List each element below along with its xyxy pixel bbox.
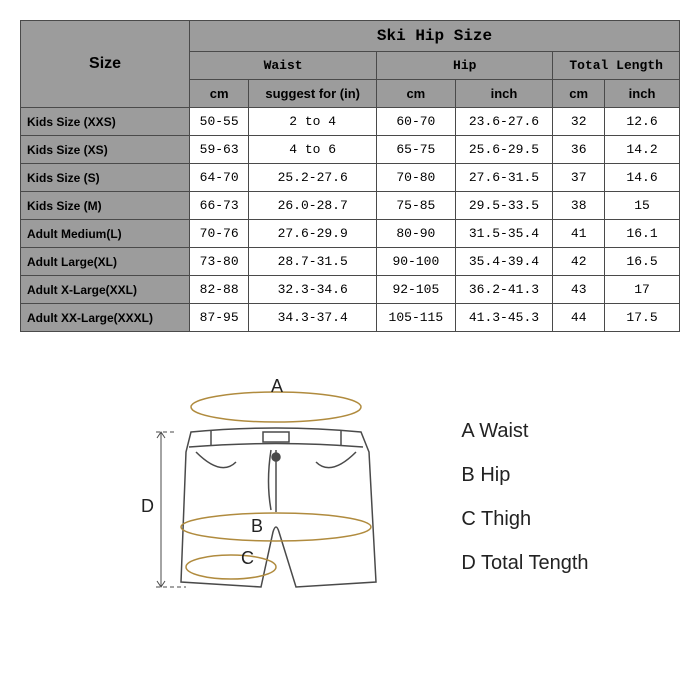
- cell-waist-cm: 82-88: [190, 276, 249, 304]
- table-row: Kids Size (S)64-7025.2-27.670-8027.6-31.…: [21, 164, 680, 192]
- svg-text:D: D: [141, 496, 154, 516]
- cell-hip-cm: 92-105: [377, 276, 455, 304]
- cell-waist-suggest: 34.3-37.4: [249, 304, 377, 332]
- cell-waist-suggest: 2 to 4: [249, 108, 377, 136]
- legend-b: B Hip: [461, 453, 588, 497]
- col-total-inch: inch: [605, 80, 680, 108]
- cell-total-cm: 43: [553, 276, 605, 304]
- table-row: Adult XX-Large(XXXL)87-9534.3-37.4105-11…: [21, 304, 680, 332]
- cell-hip-cm: 105-115: [377, 304, 455, 332]
- cell-size: Kids Size (S): [21, 164, 190, 192]
- cell-hip-cm: 80-90: [377, 220, 455, 248]
- col-waist-cm: cm: [190, 80, 249, 108]
- group-waist: Waist: [190, 52, 377, 80]
- col-waist-suggest: suggest for (in): [249, 80, 377, 108]
- table-row: Adult Medium(L)70-7627.6-29.980-9031.5-3…: [21, 220, 680, 248]
- cell-waist-suggest: 32.3-34.6: [249, 276, 377, 304]
- cell-hip-inch: 27.6-31.5: [455, 164, 553, 192]
- col-hip-inch: inch: [455, 80, 553, 108]
- cell-total-inch: 15: [605, 192, 680, 220]
- diagram-area: A D B C: [20, 372, 680, 622]
- size-header: Size: [21, 21, 190, 108]
- cell-total-inch: 17: [605, 276, 680, 304]
- table-row: Kids Size (XS)59-634 to 665-7525.6-29.53…: [21, 136, 680, 164]
- cell-size: Kids Size (XXS): [21, 108, 190, 136]
- cell-hip-inch: 36.2-41.3: [455, 276, 553, 304]
- cell-size: Adult Medium(L): [21, 220, 190, 248]
- cell-total-inch: 14.6: [605, 164, 680, 192]
- cell-waist-suggest: 28.7-31.5: [249, 248, 377, 276]
- diagram-legend: A Waist B Hip C Thigh D Total Tength: [461, 409, 588, 585]
- cell-size: Adult XX-Large(XXXL): [21, 304, 190, 332]
- cell-total-cm: 44: [553, 304, 605, 332]
- table-title: Ski Hip Size: [190, 21, 680, 52]
- legend-a: A Waist: [461, 409, 588, 453]
- col-total-cm: cm: [553, 80, 605, 108]
- col-hip-cm: cm: [377, 80, 455, 108]
- cell-waist-suggest: 27.6-29.9: [249, 220, 377, 248]
- cell-total-inch: 12.6: [605, 108, 680, 136]
- cell-total-inch: 17.5: [605, 304, 680, 332]
- cell-total-inch: 16.1: [605, 220, 680, 248]
- cell-size: Adult Large(XL): [21, 248, 190, 276]
- svg-text:B: B: [251, 516, 263, 536]
- cell-hip-inch: 25.6-29.5: [455, 136, 553, 164]
- cell-total-cm: 42: [553, 248, 605, 276]
- svg-text:C: C: [241, 548, 254, 568]
- cell-hip-inch: 29.5-33.5: [455, 192, 553, 220]
- cell-waist-suggest: 4 to 6: [249, 136, 377, 164]
- cell-total-cm: 37: [553, 164, 605, 192]
- shorts-diagram: A D B C: [111, 372, 411, 622]
- cell-hip-cm: 65-75: [377, 136, 455, 164]
- cell-waist-cm: 87-95: [190, 304, 249, 332]
- cell-waist-cm: 73-80: [190, 248, 249, 276]
- cell-total-cm: 38: [553, 192, 605, 220]
- cell-hip-inch: 35.4-39.4: [455, 248, 553, 276]
- cell-hip-inch: 41.3-45.3: [455, 304, 553, 332]
- cell-waist-cm: 66-73: [190, 192, 249, 220]
- cell-total-cm: 41: [553, 220, 605, 248]
- cell-total-cm: 36: [553, 136, 605, 164]
- cell-hip-cm: 70-80: [377, 164, 455, 192]
- cell-hip-inch: 23.6-27.6: [455, 108, 553, 136]
- cell-size: Kids Size (XS): [21, 136, 190, 164]
- cell-total-cm: 32: [553, 108, 605, 136]
- cell-hip-cm: 90-100: [377, 248, 455, 276]
- cell-total-inch: 16.5: [605, 248, 680, 276]
- cell-waist-cm: 70-76: [190, 220, 249, 248]
- cell-waist-cm: 59-63: [190, 136, 249, 164]
- legend-c: C Thigh: [461, 497, 588, 541]
- cell-waist-suggest: 26.0-28.7: [249, 192, 377, 220]
- group-total: Total Length: [553, 52, 680, 80]
- group-hip: Hip: [377, 52, 553, 80]
- cell-total-inch: 14.2: [605, 136, 680, 164]
- cell-waist-cm: 50-55: [190, 108, 249, 136]
- size-chart-table: Size Ski Hip Size Waist Hip Total Length…: [20, 20, 680, 332]
- cell-hip-cm: 60-70: [377, 108, 455, 136]
- table-row: Adult Large(XL)73-8028.7-31.590-10035.4-…: [21, 248, 680, 276]
- legend-d: D Total Tength: [461, 541, 588, 585]
- svg-text:A: A: [271, 376, 283, 396]
- table-row: Adult X-Large(XXL)82-8832.3-34.692-10536…: [21, 276, 680, 304]
- table-row: Kids Size (M)66-7326.0-28.775-8529.5-33.…: [21, 192, 680, 220]
- cell-hip-inch: 31.5-35.4: [455, 220, 553, 248]
- table-row: Kids Size (XXS)50-552 to 460-7023.6-27.6…: [21, 108, 680, 136]
- cell-waist-cm: 64-70: [190, 164, 249, 192]
- cell-hip-cm: 75-85: [377, 192, 455, 220]
- cell-size: Kids Size (M): [21, 192, 190, 220]
- cell-waist-suggest: 25.2-27.6: [249, 164, 377, 192]
- cell-size: Adult X-Large(XXL): [21, 276, 190, 304]
